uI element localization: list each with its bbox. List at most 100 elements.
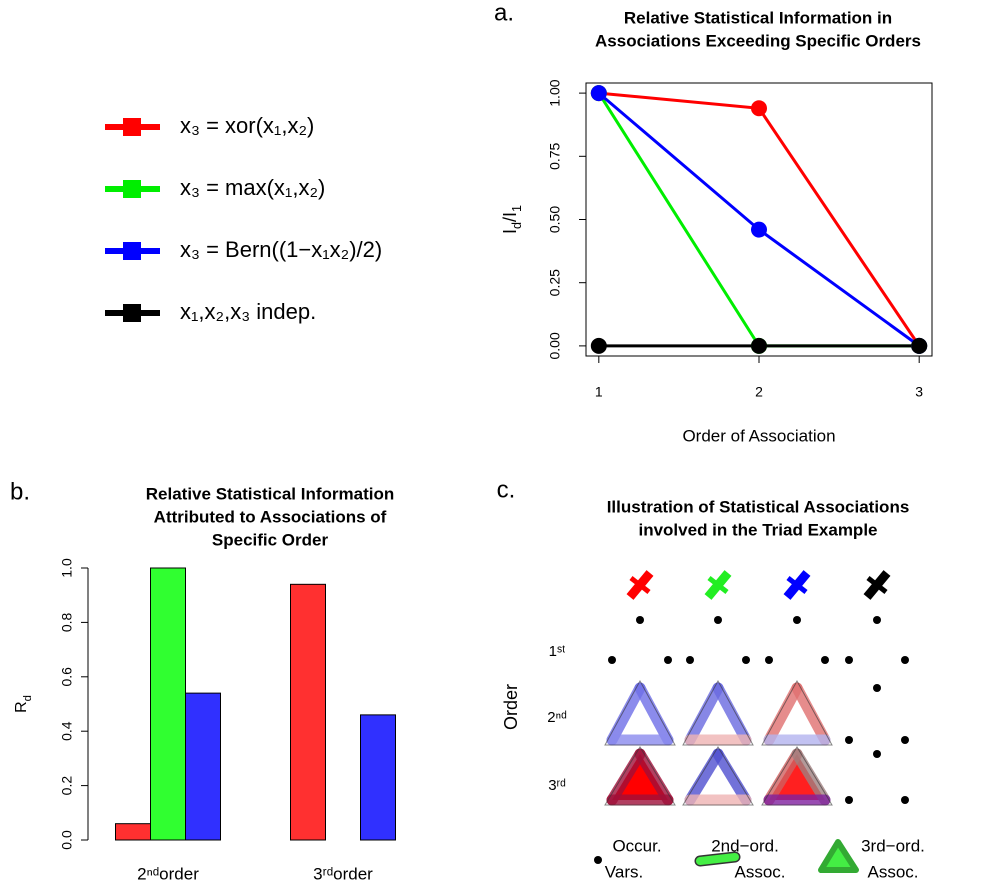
row-label: 2ⁿᵈ (547, 709, 567, 726)
triangle-edge (606, 748, 646, 806)
column-icon-bar (866, 576, 888, 594)
bar (150, 567, 186, 841)
variable-dot (901, 656, 909, 664)
panel-label: a. (494, 0, 514, 26)
variable-dot (686, 656, 694, 664)
triangle-edge (684, 748, 724, 806)
y-tick-label: 0.6 (59, 667, 75, 687)
variable-dot (714, 616, 722, 624)
triangle-edge (791, 682, 831, 746)
x-tick-label: 3ʳᵈorder (313, 864, 373, 883)
y-tick-label: 0.00 (547, 332, 563, 359)
chart-title: Relative Statistical Information (146, 484, 394, 503)
triangle-fill (612, 754, 668, 800)
triangle-edge (684, 682, 724, 746)
y-axis-label: Rd (13, 695, 34, 713)
triangle-edge (791, 748, 831, 806)
point (590, 85, 607, 102)
legend-label: Vars. (605, 862, 643, 881)
row-label: 1ˢᵗ (549, 643, 566, 660)
legend-label: Occur. (612, 836, 661, 855)
y-tick-label: 0.4 (59, 721, 75, 741)
legend-label: x₃ = max(x₁,x₂) (180, 175, 325, 200)
variable-dot (873, 684, 881, 692)
legend-label: x₃ = Bern((1−x₁x₂)/2) (180, 237, 382, 262)
point (751, 221, 767, 238)
bar (185, 692, 221, 841)
legend-label: x₁,x₂,x₃ indep. (180, 299, 316, 324)
triangle-outline (604, 746, 676, 806)
point (751, 337, 767, 354)
legend-swatch (123, 242, 141, 260)
variable-dot (765, 656, 773, 664)
triangle-outline (761, 746, 833, 806)
x-tick-label: 2ⁿᵈorder (137, 864, 199, 883)
series-line (597, 92, 920, 348)
diagram-title: involved in the Triad Example (638, 520, 877, 539)
variable-dot (594, 856, 602, 864)
triangle-outline (761, 679, 833, 746)
variable-dot (845, 656, 853, 664)
bar (290, 583, 326, 841)
triangle-outline (604, 679, 676, 746)
variable-dot (821, 656, 829, 664)
legend-assoc-bar (696, 853, 739, 865)
x-tick-label: 1 (595, 384, 603, 400)
y-tick-label: 0.8 (59, 612, 75, 632)
triangle-edge (763, 682, 803, 746)
x-axis-label: Order of Association (682, 426, 835, 445)
y-tick-label: 0.0 (59, 830, 75, 850)
variable-dot (901, 736, 909, 744)
y-axis-label: Id/I1 (500, 205, 525, 234)
y-tick-label: 0.25 (547, 269, 563, 296)
triangle-edge (634, 682, 674, 746)
legend-label: 3rd−ord. (861, 836, 925, 855)
bar (115, 823, 151, 841)
chart-title: Specific Order (212, 530, 329, 549)
point (751, 100, 767, 117)
y-axis-label-part: R (13, 701, 30, 713)
y-tick-label: 1.0 (59, 558, 75, 578)
y-axis-label-part: d (510, 222, 524, 229)
triangle-outline (682, 746, 754, 806)
plot-frame (585, 82, 933, 357)
series-line (597, 91, 921, 348)
column-icon-bar (707, 576, 729, 594)
diagram-title: Illustration of Statistical Associations (607, 497, 910, 516)
variable-dot (793, 616, 801, 624)
legend-swatch (123, 118, 141, 136)
x-tick-label: 2 (755, 384, 763, 400)
variable-dot (608, 656, 616, 664)
triangle-fill (769, 754, 825, 800)
y-axis-label-part: I (500, 229, 520, 234)
y-tick-label: 0.2 (59, 776, 75, 796)
triangle-edge (606, 682, 646, 746)
chart-title: Attributed to Associations of (154, 507, 387, 526)
variable-dot (873, 616, 881, 624)
y-tick-label: 1.00 (547, 79, 563, 106)
column-icon-bar (629, 576, 651, 594)
triangle-edge (763, 748, 803, 806)
triangle-edge (712, 682, 752, 746)
variable-dot (873, 750, 881, 758)
y-tick-label: 0.75 (547, 142, 563, 169)
variable-dot (901, 796, 909, 804)
legend-swatch (123, 304, 141, 322)
y-tick-label: 0.50 (547, 206, 563, 233)
chart-title: Relative Statistical Information in (624, 8, 892, 27)
legend-label: Assoc. (734, 862, 785, 881)
legend-label: x₃ = xor(x₁,x₂) (180, 113, 314, 138)
variable-dot (845, 796, 853, 804)
legend-label: 2nd−ord. (711, 836, 779, 855)
y-axis-label-part: /I (500, 212, 520, 222)
series-line (598, 91, 921, 347)
y-axis-label-part: 1 (510, 205, 524, 212)
legend-assoc-triangle (818, 839, 859, 873)
triangle-edge (634, 748, 674, 806)
legend-label: Assoc. (867, 862, 918, 881)
panel-label: c. (497, 476, 516, 503)
point (911, 337, 928, 354)
panel-label: b. (10, 478, 30, 505)
row-axis-label: Order (501, 684, 521, 730)
point (590, 337, 607, 354)
